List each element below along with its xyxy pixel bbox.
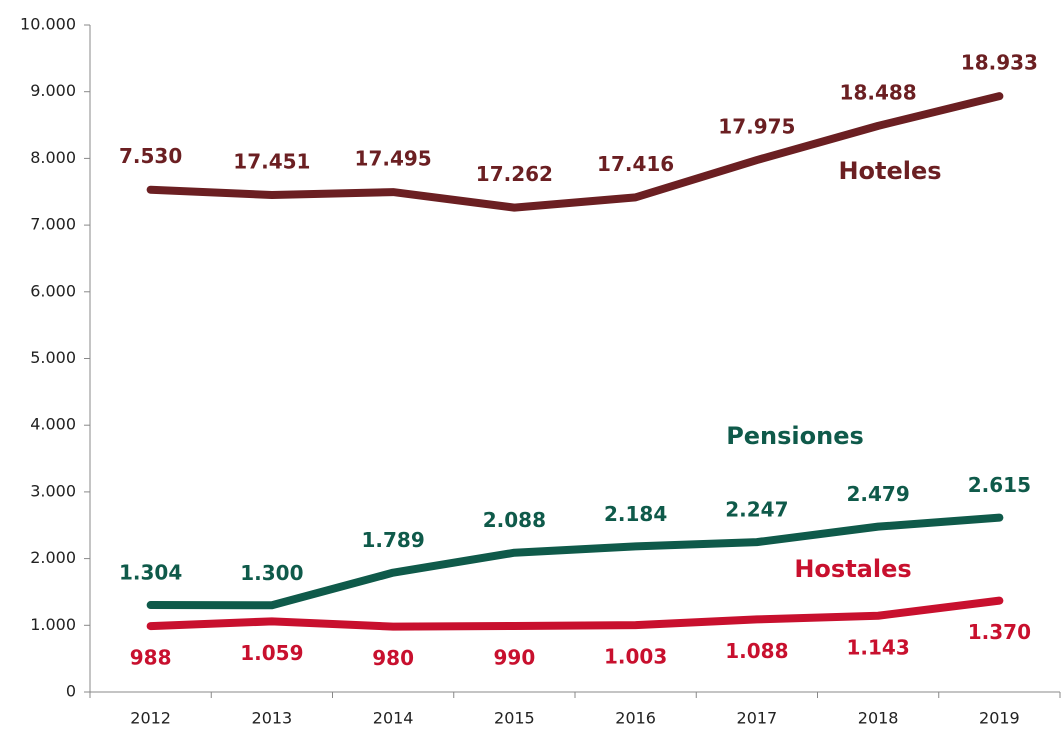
- value-label: 1.304: [119, 561, 182, 585]
- y-tick-label: 5.000: [30, 348, 76, 367]
- value-label: 2.615: [968, 473, 1031, 497]
- y-tick-label: 7.000: [30, 215, 76, 234]
- value-label: 1.059: [240, 641, 303, 665]
- series-line: [146, 513, 1004, 610]
- value-label: 2.088: [483, 508, 546, 532]
- x-tick-label: 2018: [858, 709, 899, 728]
- value-label: 17.975: [718, 115, 795, 139]
- y-tick-label: 10.000: [20, 15, 76, 34]
- value-label: 990: [494, 645, 536, 669]
- value-label: 17.495: [355, 147, 432, 171]
- x-tick-label: 2015: [494, 709, 535, 728]
- value-label: 18.488: [840, 80, 917, 104]
- y-tick-label: 6.000: [30, 281, 76, 300]
- value-label: 17.416: [597, 152, 674, 176]
- value-label: 7.530: [119, 144, 182, 168]
- x-tick-label: 2014: [373, 709, 414, 728]
- value-label: 1.143: [846, 635, 909, 659]
- y-tick-label: 8.000: [30, 148, 76, 167]
- value-label: 988: [130, 646, 172, 670]
- y-tick-label: 1.000: [30, 615, 76, 634]
- y-tick-label: 0: [66, 682, 76, 701]
- value-label: 980: [372, 646, 414, 670]
- y-tick-label: 4.000: [30, 415, 76, 434]
- value-label: 1.789: [361, 528, 424, 552]
- value-label: 1.370: [968, 620, 1031, 644]
- value-label: 2.247: [725, 498, 788, 522]
- series-name: Pensiones: [726, 422, 864, 450]
- x-tick-label: 2019: [979, 709, 1020, 728]
- series-name: Hoteles: [838, 157, 941, 185]
- value-label: 2.184: [604, 502, 667, 526]
- value-label: 17.262: [476, 162, 553, 186]
- series-name: Hostales: [794, 555, 911, 583]
- x-tick-label: 2016: [615, 709, 656, 728]
- value-label: 17.451: [233, 150, 310, 174]
- value-label: 1.300: [240, 561, 303, 585]
- value-label: 1.003: [604, 645, 667, 669]
- y-tick-label: 3.000: [30, 481, 76, 500]
- x-tick-label: 2013: [252, 709, 293, 728]
- value-label: 1.088: [725, 639, 788, 663]
- x-tick-label: 2017: [737, 709, 778, 728]
- x-tick-label: 2012: [130, 709, 171, 728]
- series-line: [146, 92, 1004, 212]
- series-line: [146, 596, 1004, 631]
- value-label: 18.933: [961, 51, 1038, 75]
- value-label: 2.479: [846, 482, 909, 506]
- y-tick-label: 2.000: [30, 548, 76, 567]
- y-tick-label: 9.000: [30, 81, 76, 100]
